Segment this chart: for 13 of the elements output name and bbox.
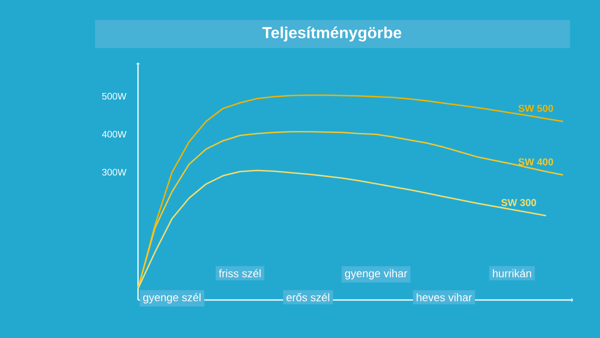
series-label: SW 400 [518, 158, 554, 166]
x-tick-label: heves vihar [416, 293, 472, 302]
y-tick-label: 500W [102, 92, 126, 100]
x-tick-label: hurrikán [492, 269, 532, 278]
x-tick-label: erős szél [286, 293, 330, 302]
x-tick-label: gyenge vihar [345, 269, 408, 280]
chart-title: Teljesítménygörbe [262, 26, 402, 42]
series-label: SW 300 [501, 199, 536, 206]
series-label: SW 500 [518, 104, 554, 112]
y-tick-label: 300W [102, 168, 126, 176]
x-tick-label: gyenge szél [143, 293, 200, 304]
y-tick-label: 400W [102, 130, 126, 138]
x-tick-label: friss szél [218, 269, 261, 278]
